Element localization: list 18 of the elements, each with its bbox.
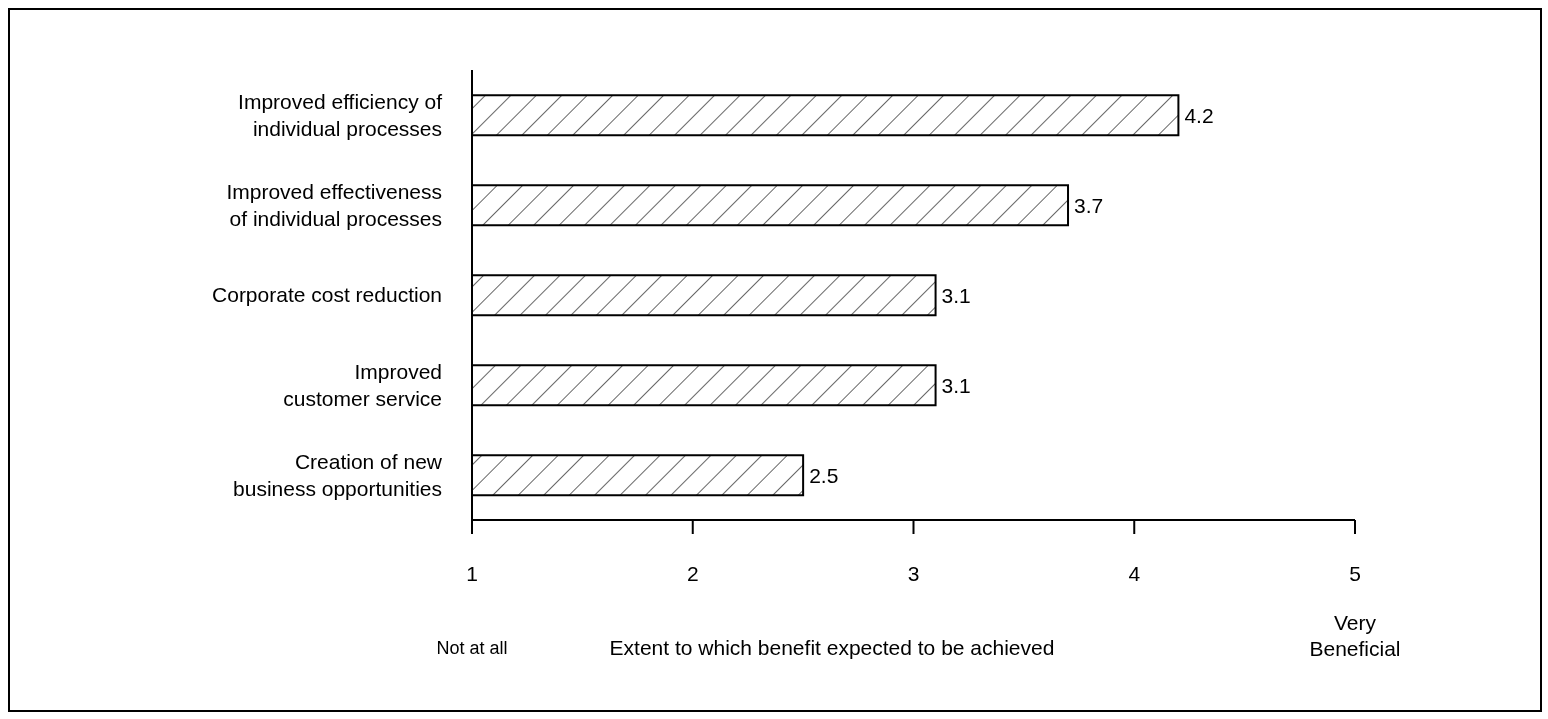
data-label: 2.5 bbox=[809, 463, 839, 487]
y-tick-label: Corporate cost reduction bbox=[212, 283, 442, 306]
x-tick-label: 2 bbox=[686, 561, 699, 585]
y-tick-label: Improved effectiveness of individual processes bbox=[226, 180, 442, 230]
x-tick-label: 3 bbox=[907, 561, 920, 585]
data-label: 3.7 bbox=[1074, 193, 1104, 217]
x-axis-title: Extent to which benefit expected to be achieved bbox=[608, 636, 1056, 660]
data-label: 4.2 bbox=[1184, 103, 1214, 127]
data-label: 3.1 bbox=[941, 283, 971, 307]
data-label: 3.1 bbox=[941, 373, 971, 397]
y-tick-label: Improved customer service bbox=[283, 360, 442, 410]
y-tick-label: Improved efficiency of individual processes bbox=[238, 90, 443, 140]
x-tick-label: 4 bbox=[1128, 561, 1141, 585]
x-tick-label: 1 bbox=[466, 561, 478, 585]
text: Not at all bbox=[435, 638, 509, 659]
text: Very Beneficial bbox=[1308, 610, 1402, 662]
y-tick-label: Creation of new business opportunities bbox=[233, 450, 443, 500]
x-tick-label: 5 bbox=[1349, 561, 1361, 585]
